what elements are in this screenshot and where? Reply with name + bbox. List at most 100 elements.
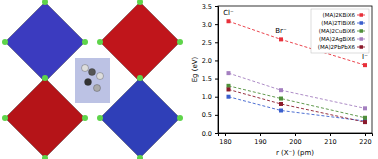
cation-atom xyxy=(82,65,89,72)
legend-marker xyxy=(360,37,364,41)
series-line xyxy=(229,73,366,108)
legend-label: (MA)2KBiX6 xyxy=(323,12,356,18)
series-line xyxy=(229,21,366,65)
plot: 180 190 200 210 220 0.0 0.5 1.0 1.5 2.0 2.5 3.0 3.5 r… xyxy=(191,3,373,157)
y-tick-mark xyxy=(215,115,218,116)
y-tick-label: 3.5 xyxy=(202,3,212,11)
halide-atom xyxy=(177,115,183,121)
octahedron xyxy=(100,78,180,158)
halide-atom xyxy=(137,0,143,5)
x-tick: 210 xyxy=(324,133,336,146)
legend-label: (MA)2PbPbX6 xyxy=(318,44,356,50)
data-point xyxy=(363,63,367,67)
y-tick: 2.0 xyxy=(202,57,218,65)
x-axis-title: r (X⁻) (pm) xyxy=(276,149,314,157)
y-tick: 2.5 xyxy=(202,39,218,47)
y-tick-label: 2.0 xyxy=(202,57,212,65)
halide-atom xyxy=(82,115,88,121)
y-tick: 0.0 xyxy=(202,130,218,138)
legend-marker xyxy=(360,29,364,33)
legend-label: (MA)2TlBiX6 xyxy=(321,20,355,26)
y-tick: 1.5 xyxy=(202,75,218,83)
data-point xyxy=(363,120,367,124)
halide-atom xyxy=(42,155,48,159)
y-tick-mark xyxy=(215,42,218,43)
x-tick: 180 xyxy=(219,133,231,146)
figure: 180 190 200 210 220 0.0 0.5 1.0 1.5 2.0 2.5 3.0 3.5 r… xyxy=(0,0,378,159)
y-tick-label: 0.5 xyxy=(202,111,212,119)
y-axis-title: Eg (eV) xyxy=(191,56,199,82)
data-point xyxy=(279,37,283,41)
x-tick-mark xyxy=(365,133,366,136)
halide-atom xyxy=(42,0,48,5)
data-point xyxy=(279,97,283,101)
data-point xyxy=(227,84,231,88)
x-tick-label: 180 xyxy=(219,138,231,146)
legend-marker xyxy=(360,21,364,25)
data-point xyxy=(227,87,231,91)
x-tick-label: 220 xyxy=(359,138,371,146)
y-axis-line xyxy=(215,7,219,134)
cation-atom xyxy=(97,73,104,80)
halide-atom xyxy=(42,75,48,81)
x-tick-mark xyxy=(260,133,261,136)
halide-atom xyxy=(137,155,143,159)
data-point xyxy=(363,116,367,120)
data-point xyxy=(227,71,231,75)
series-line xyxy=(229,89,366,122)
y-axis: 0.0 0.5 1.0 1.5 2.0 2.5 3.0 3.5 xyxy=(202,3,219,138)
halide-atom xyxy=(2,39,8,45)
octahedron xyxy=(5,78,85,158)
cation-atom xyxy=(94,85,101,92)
x-axis-line xyxy=(219,134,373,137)
series-line xyxy=(229,97,366,121)
cavity xyxy=(75,58,110,103)
data-point xyxy=(279,109,283,113)
y-tick-mark xyxy=(215,6,218,7)
x-axis: 180 190 200 210 220 xyxy=(219,133,373,146)
legend-label: (MA)2CuBiX6 xyxy=(319,28,356,34)
data-point xyxy=(279,88,283,92)
halide-atom xyxy=(97,39,103,45)
legend-label: (MA)2AgBiX6 xyxy=(319,36,356,43)
series-line xyxy=(229,86,366,118)
halide-atom xyxy=(97,115,103,121)
y-tick-label: 1.5 xyxy=(202,75,212,83)
y-tick-mark xyxy=(215,24,218,25)
octahedron xyxy=(100,2,180,82)
plot-frame xyxy=(218,6,372,133)
cation-atom xyxy=(89,69,96,76)
y-tick: 3.0 xyxy=(202,21,218,29)
y-tick: 3.5 xyxy=(202,3,218,11)
y-tick: 0.5 xyxy=(202,111,218,119)
halide-atom xyxy=(82,39,88,45)
annotation: Cl⁻ xyxy=(223,9,234,17)
crystal-illustration xyxy=(2,0,183,159)
data-point xyxy=(279,102,283,106)
data-point xyxy=(363,106,367,110)
legend-marker xyxy=(360,45,364,49)
halide-atom xyxy=(137,75,143,81)
x-tick: 220 xyxy=(359,133,371,146)
x-tick: 200 xyxy=(289,133,301,146)
y-tick-mark xyxy=(215,60,218,61)
x-tick-label: 190 xyxy=(254,138,266,146)
data-point xyxy=(227,19,231,23)
x-tick: 190 xyxy=(254,133,266,146)
y-tick-label: 2.5 xyxy=(202,39,212,47)
y-tick-label: 3.0 xyxy=(202,21,212,29)
x-tick-mark xyxy=(295,133,296,136)
halide-atom xyxy=(177,39,183,45)
x-tick-mark xyxy=(225,133,226,136)
legend-box xyxy=(311,9,369,53)
legend: (MA)2KBiX6 (MA)2TlBiX6 (MA)2CuBiX6 (MA)2AgB… xyxy=(311,9,369,53)
annotation: Br⁻ xyxy=(275,27,287,35)
y-tick-label: 0.0 xyxy=(202,130,212,138)
x-tick-mark xyxy=(330,133,331,136)
y-tick-mark xyxy=(215,133,218,134)
halide-atom xyxy=(2,115,8,121)
y-tick-label: 1.0 xyxy=(202,93,212,101)
annotation: I⁻ xyxy=(362,53,368,61)
cation-atom xyxy=(85,79,92,86)
y-tick: 1.0 xyxy=(202,93,218,101)
